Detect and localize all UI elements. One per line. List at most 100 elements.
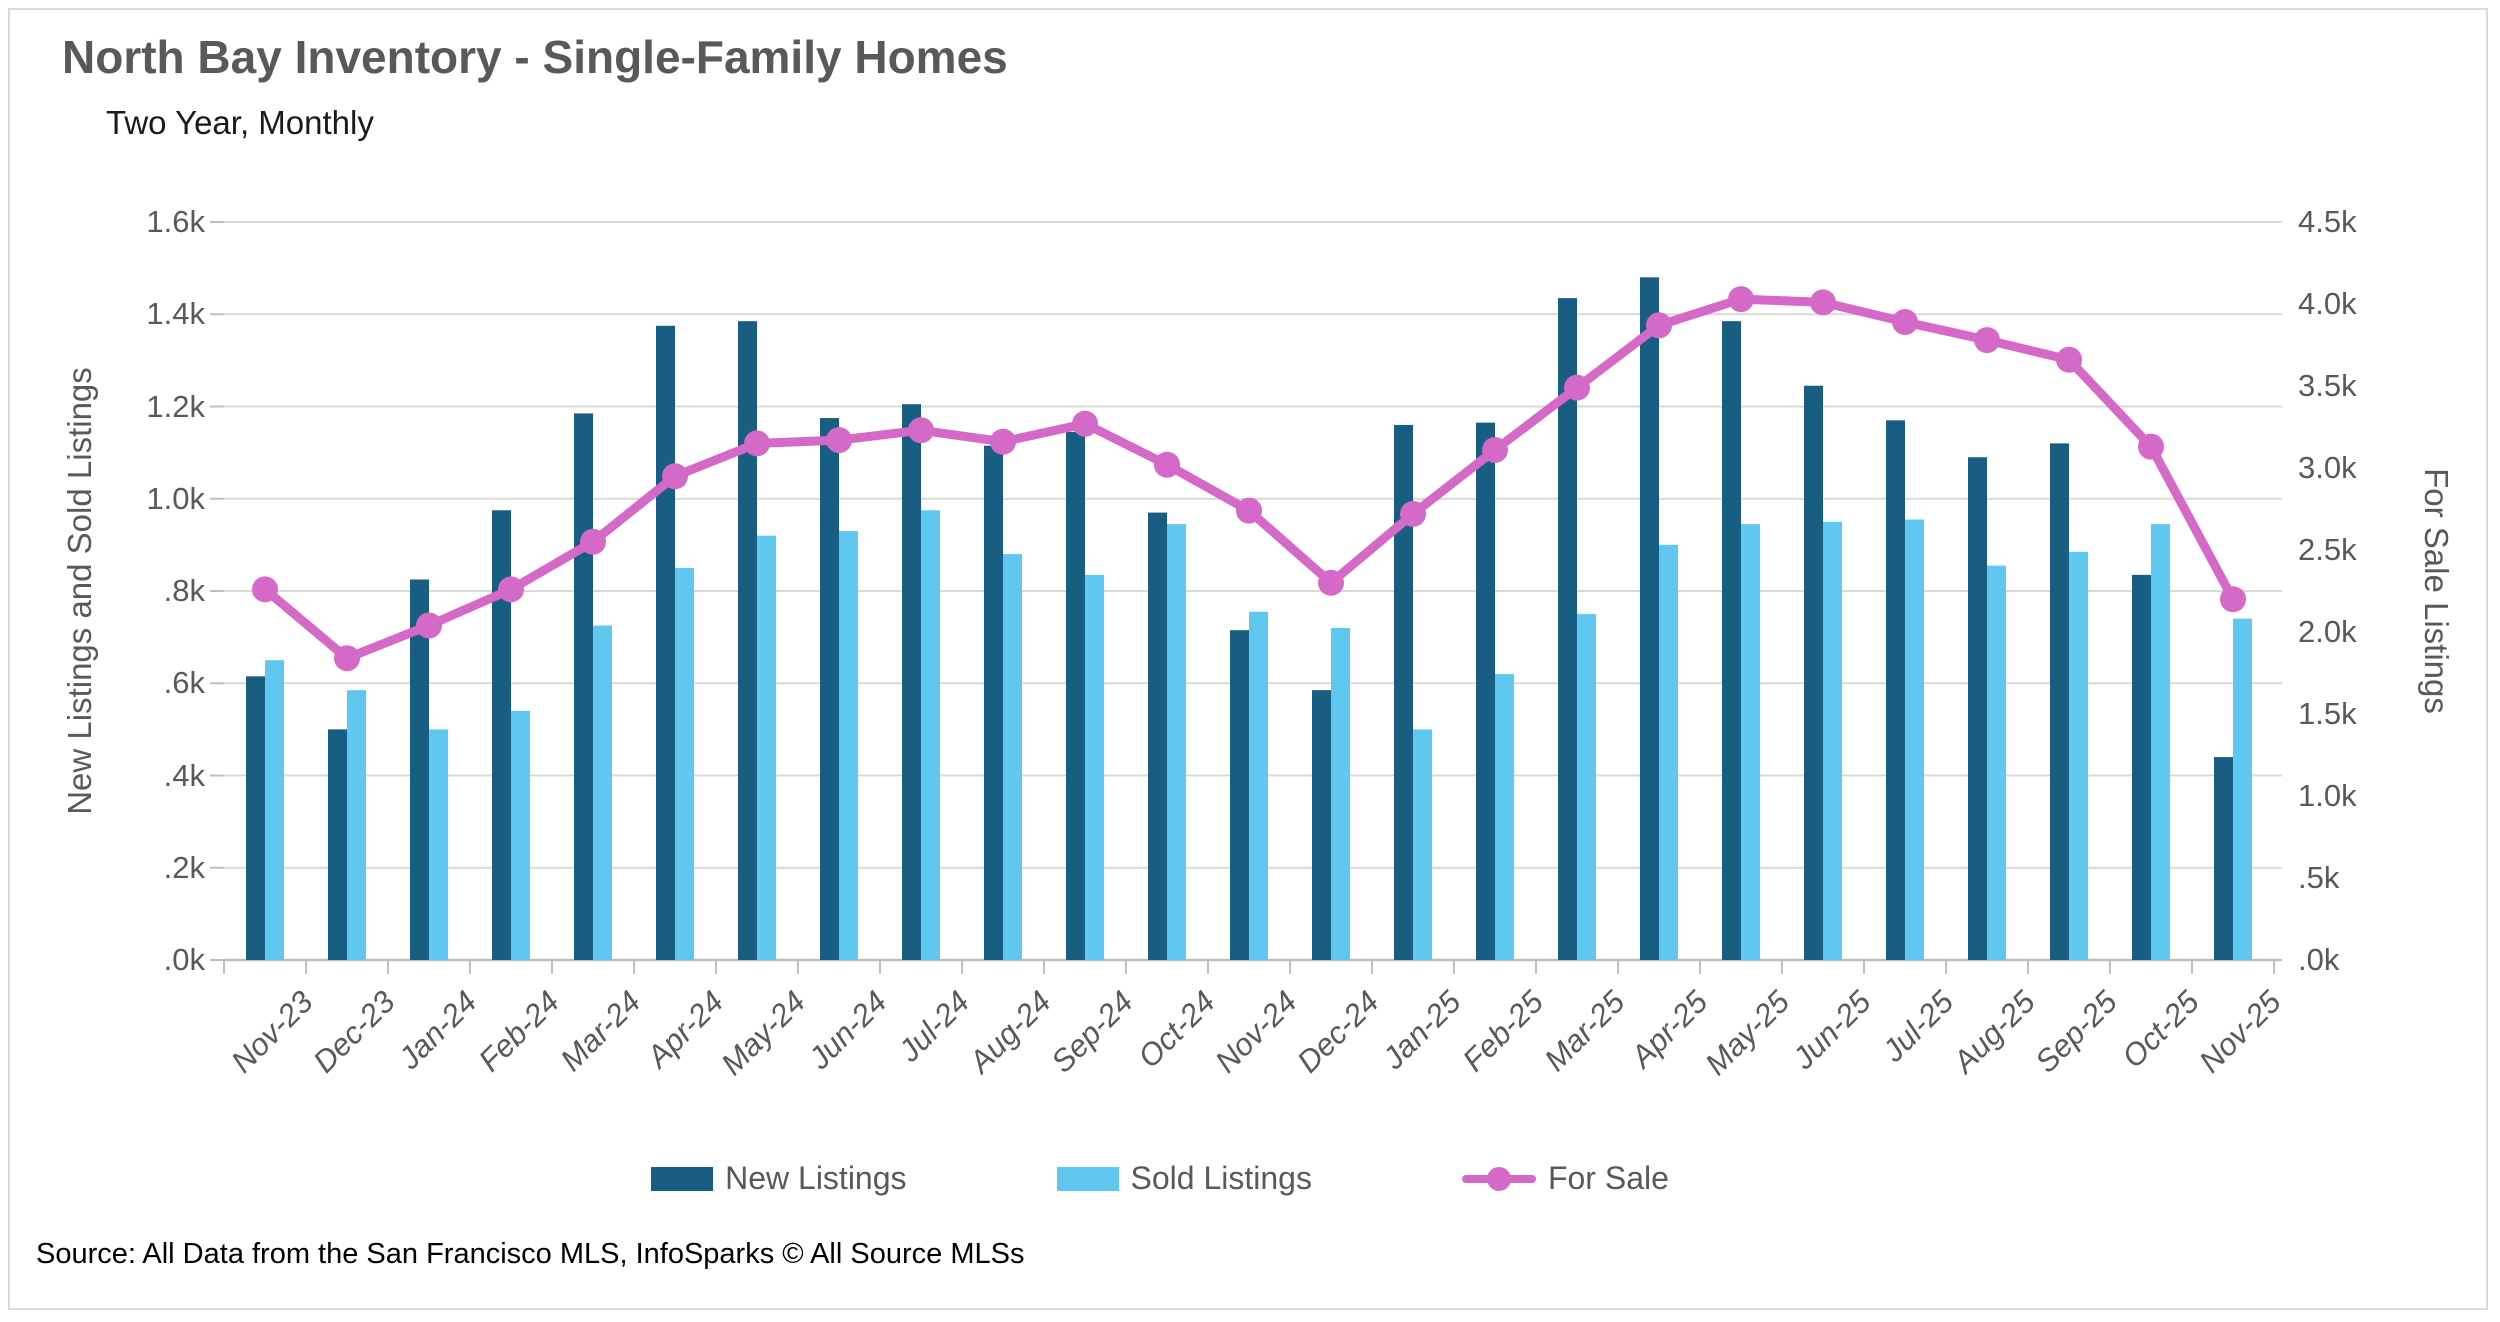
right-axis-tick-label: .0k (2298, 942, 2340, 977)
for-sale-line (260, 294, 2238, 663)
for-sale-marker (416, 612, 442, 639)
bar-new-listings (1148, 512, 1167, 960)
right-axis-tick-label: 4.0k (2298, 286, 2357, 321)
left-axis-tick-label: 1.6k (146, 204, 205, 239)
bar-new-listings (1230, 630, 1249, 960)
for-sale-marker (1318, 569, 1344, 596)
left-axis-title: New Listings and Sold Listings (61, 367, 98, 815)
bar-new-listings (1886, 420, 1905, 960)
bar-new-listings (1394, 424, 1413, 960)
for-sale-marker (826, 427, 852, 454)
bar-new-listings (1312, 690, 1331, 960)
right-axis-tick-label: 1.0k (2298, 778, 2357, 813)
bar-new-listings (1066, 431, 1085, 960)
right-axis-tick-label: 1.5k (2298, 696, 2357, 731)
bar-new-listings (410, 579, 429, 960)
legend-item-sold-listings[interactable]: Sold Listings (1056, 1160, 1312, 1197)
bar-sold-listings (429, 729, 448, 960)
legend-item-new-listings[interactable]: New Listings (651, 1160, 907, 1197)
bar-sold-listings (1741, 524, 1760, 960)
bar-sold-listings (511, 710, 530, 960)
bar-new-listings (1804, 385, 1823, 960)
bar-sold-listings (1249, 611, 1268, 960)
for-sale-marker (1810, 289, 1836, 316)
bar-new-listings (246, 676, 265, 960)
for-sale-marker (2220, 586, 2246, 613)
chart-subtitle: Two Year, Monthly (106, 104, 374, 141)
left-axis-tick-label: .4k (163, 757, 205, 793)
right-axis-tick-label: 3.5k (2298, 368, 2357, 403)
bar-new-listings (492, 510, 511, 960)
source-note: Source: All Data from the San Francisco … (36, 1238, 1025, 1270)
left-axis-tick-label: .2k (163, 849, 205, 885)
bar-sold-listings (2151, 524, 2170, 960)
bar-sold-listings (921, 510, 940, 960)
bar-new-listings (1558, 298, 1577, 960)
for-sale-marker (580, 528, 606, 555)
right-axis-tick-label: .5k (2298, 860, 2340, 895)
legend-swatch-new-listings (651, 1166, 714, 1191)
bar-sold-listings (347, 690, 366, 960)
for-sale-marker (1892, 309, 1918, 336)
right-axis-tick-label: 3.0k (2298, 450, 2357, 485)
legend-item-for-sale[interactable]: For Sale (1461, 1160, 1669, 1197)
bar-sold-listings (1659, 544, 1678, 960)
for-sale-marker (1482, 436, 1508, 463)
legend-label-for-sale: For Sale (1547, 1160, 1669, 1196)
bar-sold-listings (1823, 521, 1842, 960)
for-sale-marker (1564, 374, 1590, 401)
bar-new-listings (1722, 321, 1741, 960)
legend: New Listings Sold Listings For Sale (0, 1160, 2320, 1197)
for-sale-marker (1072, 410, 1098, 437)
for-sale-marker (2056, 346, 2082, 373)
bar-sold-listings (1003, 554, 1022, 960)
bar-new-listings (328, 729, 347, 960)
bar-sold-listings (1987, 565, 2006, 960)
bar-new-listings (1640, 277, 1659, 961)
left-axis-tick-label: .0k (163, 942, 205, 977)
chart-title: North Bay Inventory - Single-Family Home… (62, 31, 1008, 83)
bar-new-listings (820, 418, 839, 960)
left-axis-tick-label: .8k (163, 573, 205, 608)
bar-sold-listings (2069, 551, 2088, 960)
bar-new-listings (738, 321, 757, 960)
right-axis-tick-label: 2.0k (2298, 614, 2357, 649)
bar-new-listings (902, 404, 921, 961)
bar-new-listings (984, 445, 1003, 960)
bar-sold-listings (1167, 524, 1186, 960)
for-sale-marker (1646, 312, 1672, 339)
for-sale-marker (1974, 327, 2000, 354)
for-sale-marker (908, 417, 934, 444)
for-sale-marker (498, 576, 524, 603)
for-sale-marker (1154, 451, 1180, 478)
bar-sold-listings (1413, 729, 1432, 960)
bar-new-listings (656, 325, 675, 960)
legend-label-sold-listings: Sold Listings (1130, 1160, 1312, 1196)
for-sale-marker (1236, 497, 1262, 524)
left-axis-tick-label: 1.4k (146, 296, 205, 332)
bar-new-listings (2214, 757, 2233, 960)
left-axis-tick-label: 1.2k (146, 388, 205, 424)
for-sale-marker (1728, 286, 1754, 313)
bar-sold-listings (265, 660, 284, 960)
right-axis-tick-label: 4.5k (2298, 204, 2357, 239)
bar-new-listings (2050, 443, 2069, 960)
bar-new-listings (2132, 574, 2151, 960)
right-axis-tick-label: 2.5k (2298, 532, 2357, 567)
legend-swatch-sold-listings (1056, 1166, 1119, 1191)
bar-new-listings (574, 413, 593, 960)
for-sale-marker (990, 428, 1016, 455)
bar-sold-listings (1495, 674, 1514, 960)
for-sale-marker (334, 645, 360, 672)
bar-sold-listings (839, 531, 858, 960)
left-axis-tick-label: 1.0k (146, 480, 205, 516)
for-sale-marker (252, 576, 278, 603)
bar-sold-listings (1577, 614, 1596, 960)
right-axis-title: For Sale Listings (2418, 468, 2455, 714)
bar-sold-listings (2233, 618, 2252, 960)
for-sale-marker (744, 430, 770, 457)
legend-label-new-listings: New Listings (725, 1160, 907, 1196)
bar-sold-listings (1905, 519, 1924, 960)
bar-sold-listings (757, 535, 776, 960)
